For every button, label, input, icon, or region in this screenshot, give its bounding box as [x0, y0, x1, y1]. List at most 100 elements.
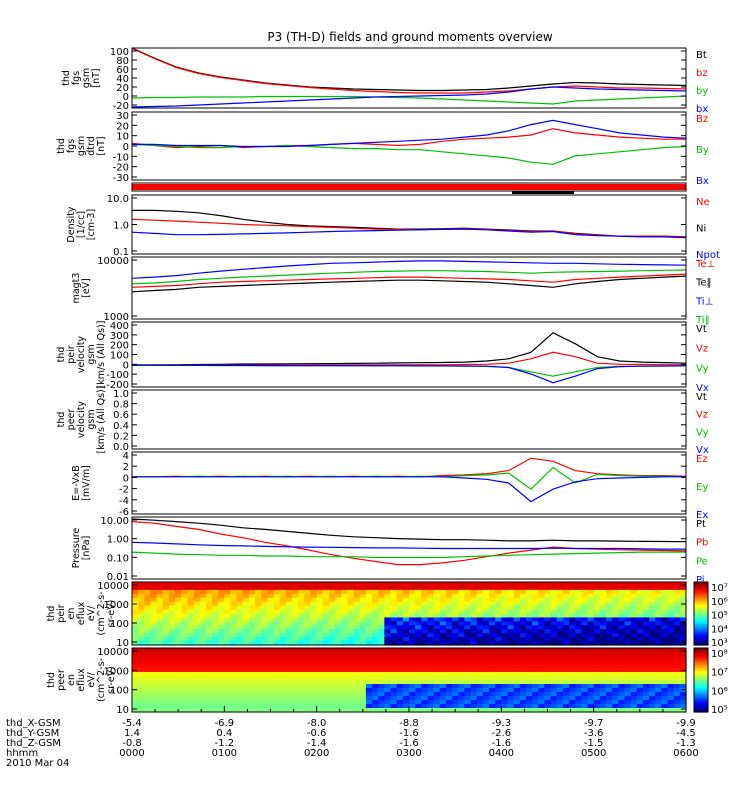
spectrogram-cell [372, 597, 379, 603]
spectrogram-cell [519, 585, 527, 591]
spectrogram-cell [322, 704, 330, 709]
spectrogram-cell [181, 672, 188, 677]
spectrogram-cell [556, 656, 564, 661]
spectrogram-cell [341, 613, 349, 619]
spectrogram-cell [335, 656, 342, 661]
spectrogram-cell [587, 637, 595, 642]
spectrogram-cell [495, 597, 502, 603]
spectrogram-cell [636, 637, 644, 642]
spectrogram-cell [187, 684, 195, 689]
colorbar-segment [694, 673, 708, 677]
spectrogram-cell [285, 641, 293, 646]
spectrogram-cell [679, 680, 687, 685]
spectrogram-cell [304, 582, 312, 587]
spectrogram-cell [347, 708, 355, 713]
spectrogram-cell [396, 593, 404, 599]
series-line-Bz [131, 128, 686, 149]
spectrogram-cell [230, 688, 238, 693]
spectrogram-cell [193, 660, 201, 665]
spectrogram-cell [421, 660, 429, 665]
spectrogram-cell [679, 582, 687, 587]
spectrogram-cell [205, 597, 213, 603]
colorbar-segment [694, 603, 708, 606]
spectrogram-cell [550, 656, 558, 661]
series-line-Ti‖ [131, 269, 687, 285]
spectrogram-cell [322, 609, 330, 615]
spectrogram-cell [304, 637, 312, 642]
spectrogram-cell [476, 684, 484, 689]
spectrogram-cell [353, 582, 361, 587]
spectrogram-cell [168, 664, 176, 669]
spectrogram-cell [575, 708, 582, 713]
spectrogram-cell [199, 656, 207, 661]
spectrogram-cell [193, 641, 201, 646]
spectrogram-cell [187, 668, 195, 673]
spectrogram-cell [507, 621, 515, 626]
spectrogram-cell [458, 597, 465, 603]
spectrogram-cell [218, 680, 225, 685]
spectrogram-cell [347, 609, 355, 615]
spectrogram-cell [144, 688, 152, 693]
spectrogram-cell [292, 597, 299, 603]
spectrogram-cell [532, 633, 539, 638]
spectrogram-cell [599, 708, 607, 713]
spectrogram-cell [575, 621, 582, 626]
spectrogram-cell [452, 625, 459, 630]
spectrogram-cell [279, 609, 287, 615]
spectrogram-cell [569, 692, 576, 697]
spectrogram-cell [378, 708, 385, 713]
spectrogram-cell [445, 593, 453, 599]
spectrogram-cell [642, 708, 650, 713]
spectrogram-cell [372, 641, 379, 646]
spectrogram-cell [372, 625, 379, 630]
spectrogram-cell [341, 648, 349, 653]
spectrogram-cell [525, 617, 533, 622]
series-line-Pi [131, 541, 686, 550]
spectrogram-cell [378, 664, 385, 669]
spectrogram-cell [359, 668, 367, 673]
spectrogram-cell [452, 585, 459, 591]
spectrogram-cell [661, 637, 669, 642]
spectrogram-cell [230, 684, 238, 689]
spectrogram-cell [193, 582, 201, 587]
spectrogram-cell [365, 672, 373, 677]
spectrogram-cell [409, 609, 416, 615]
spectrogram-cell [525, 672, 533, 677]
spectrogram-cell [458, 668, 465, 673]
spectrogram-cell [335, 597, 342, 603]
spectrogram-cell [556, 585, 564, 591]
spectrogram-cell [292, 605, 299, 611]
spectrogram-cell [396, 652, 404, 657]
spectrogram-cell [322, 585, 330, 591]
spectrogram-cell [353, 621, 361, 626]
spectrogram-cell [341, 641, 349, 646]
spectrogram-cell [353, 704, 361, 709]
spectrogram-cell [612, 708, 619, 713]
spectrogram-cell [304, 708, 312, 713]
spectrogram-cell [156, 652, 164, 657]
y-tick-label: 10 [116, 705, 129, 716]
spectrogram-cell [476, 668, 484, 673]
series-line-Vx [132, 364, 687, 384]
spectrogram-cell [575, 668, 582, 673]
spectrogram-cell [587, 625, 595, 630]
spectrogram-cell [439, 688, 447, 693]
spectrogram-cell [409, 680, 416, 685]
spectrogram-cell [636, 660, 644, 665]
spectrogram-cell [212, 704, 219, 709]
spectrogram-cell [298, 660, 305, 665]
spectrogram-cell [181, 601, 188, 607]
y-tick-label: 1.0 [113, 389, 129, 400]
spectrogram-cell [162, 597, 170, 603]
spectrogram-cell [396, 704, 404, 709]
spectrogram-cell [649, 676, 656, 681]
spectrogram-cell [642, 613, 650, 619]
spectrogram-cell [138, 629, 145, 634]
spectrogram-cell [150, 613, 158, 619]
spectrogram-cell [605, 704, 613, 709]
spectrogram-cell [304, 648, 312, 653]
panel-frame [131, 321, 687, 388]
colorbar-segment [694, 656, 708, 660]
spectrogram-cell [236, 641, 244, 646]
spectrogram-cell [673, 609, 681, 615]
